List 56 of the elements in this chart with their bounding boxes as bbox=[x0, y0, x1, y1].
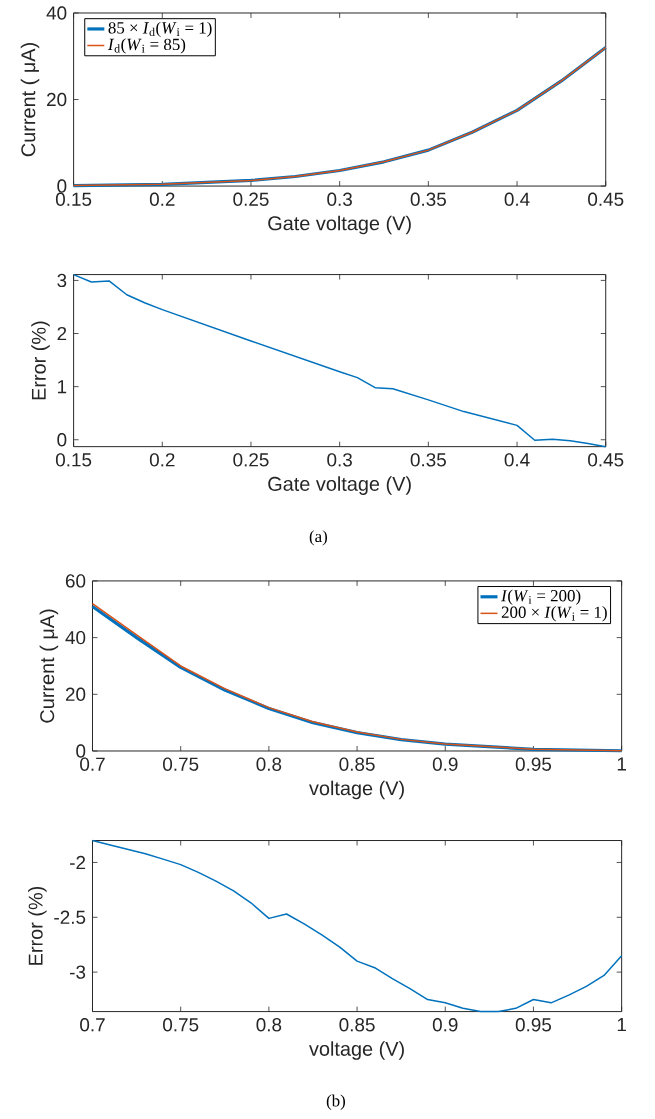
x-tick-label: 0.95 bbox=[515, 757, 551, 771]
x-tick-label: 0.25 bbox=[233, 453, 269, 467]
y-tick-label: -3 bbox=[69, 965, 85, 979]
y-axis-title: Error (%) bbox=[27, 886, 47, 965]
x-tick-label: 0.85 bbox=[339, 1018, 375, 1032]
y-axis-title: Current ( μA) bbox=[39, 609, 58, 723]
x-tick-label: 0.25 bbox=[233, 192, 269, 206]
x-tick-label: 0.7 bbox=[79, 1018, 105, 1032]
y-tick-label: 40 bbox=[65, 630, 86, 645]
x-axis-title: Gate voltage (V) bbox=[268, 215, 411, 235]
y-tick-label: 3 bbox=[57, 273, 67, 288]
y-tick-label: 0 bbox=[57, 433, 67, 447]
x-tick-label: 0.9 bbox=[432, 757, 458, 771]
x-tick-label: 0.3 bbox=[327, 192, 352, 206]
y-tick-label: -2.5 bbox=[54, 910, 85, 924]
x-tick-label: 0.3 bbox=[327, 453, 352, 467]
x-tick-label: 0.7 bbox=[79, 757, 105, 771]
x-tick-label: 0.8 bbox=[256, 757, 281, 771]
x-tick-label: 1 bbox=[617, 757, 626, 771]
x-tick-label: 0.2 bbox=[149, 192, 175, 206]
x-tick-label: 0.4 bbox=[504, 192, 530, 206]
y-tick-label: 20 bbox=[65, 687, 86, 701]
text: (b) bbox=[326, 1094, 345, 1110]
y-tick-label: -2 bbox=[69, 855, 85, 870]
x-tick-label: 0.9 bbox=[432, 1018, 458, 1032]
y-tick-label: 20 bbox=[46, 92, 67, 107]
x-tick-label: 0.95 bbox=[515, 1018, 551, 1032]
x-axis-title: voltage (V) bbox=[308, 780, 404, 800]
y-tick-label: 40 bbox=[46, 6, 67, 20]
x-tick-label: 0.85 bbox=[339, 757, 375, 771]
x-tick-label: 0.15 bbox=[55, 453, 91, 467]
x-tick-label: 0.75 bbox=[162, 1018, 199, 1032]
x-tick-label: 0.15 bbox=[55, 192, 91, 206]
y-axis-title: Error (%) bbox=[31, 321, 50, 400]
legend-label: I$_{d}$(W$_{i}$ = 85) bbox=[107, 38, 185, 54]
legend-label: 200 × I(W$_{i}$ = 1) bbox=[501, 606, 607, 622]
x-axis-title: Gate voltage (V) bbox=[268, 476, 411, 495]
x-axis-title: voltage (V) bbox=[308, 1041, 404, 1060]
legend-label: 85 × I$_{d}$(W$_{i}$ = 1) bbox=[108, 21, 212, 37]
y-tick-label: 2 bbox=[57, 326, 66, 341]
x-tick-label: 0.4 bbox=[504, 453, 530, 467]
y-tick-label: 60 bbox=[65, 574, 86, 588]
y-tick-label: 0 bbox=[57, 179, 67, 193]
x-tick-label: 1 bbox=[617, 1018, 626, 1032]
x-tick-label: 0.75 bbox=[162, 757, 199, 771]
text: (a) bbox=[309, 530, 327, 546]
x-tick-label: 0.8 bbox=[256, 1018, 281, 1032]
y-axis-title: Current ( μA) bbox=[20, 43, 40, 157]
legend-label: I(W$_{i}$ = 200) bbox=[500, 589, 581, 605]
x-tick-label: 0.45 bbox=[587, 453, 624, 467]
x-tick-label: 0.35 bbox=[410, 192, 446, 206]
x-tick-label: 0.2 bbox=[149, 453, 175, 467]
y-tick-label: 0 bbox=[76, 744, 86, 758]
x-tick-label: 0.45 bbox=[587, 192, 624, 206]
y-tick-label: 1 bbox=[57, 380, 66, 394]
x-tick-label: 0.35 bbox=[410, 453, 446, 467]
